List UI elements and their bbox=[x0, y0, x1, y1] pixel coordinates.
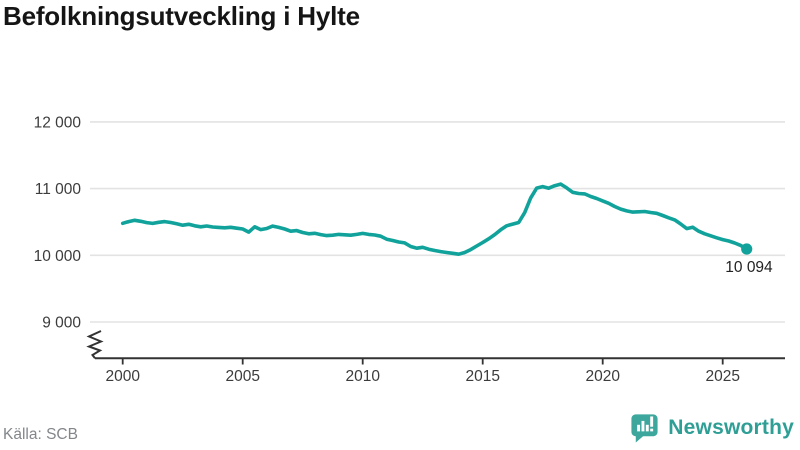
y-tick-label: 11 000 bbox=[35, 181, 82, 198]
x-tick-label: 2000 bbox=[105, 368, 140, 385]
chart-line bbox=[120, 182, 749, 256]
axis-break-icon bbox=[86, 330, 104, 359]
newsworthy-wordmark: Newsworthy bbox=[668, 415, 794, 439]
newsworthy-logo: Newsworthy bbox=[629, 412, 794, 443]
speech-bubble-shape bbox=[631, 414, 658, 443]
end-point-dot bbox=[741, 243, 753, 255]
x-tick-label: 2005 bbox=[225, 368, 259, 385]
end-point-label: 10 094 bbox=[725, 259, 773, 276]
x-tick-label: 2010 bbox=[345, 368, 380, 385]
y-tick-label: 9 000 bbox=[42, 315, 81, 332]
x-tick-label: 2020 bbox=[585, 368, 620, 385]
x-tick-label: 2025 bbox=[705, 368, 739, 385]
chart-svg: 12 000 11 000 10 000 9 000 2000 2005 2010 2015 2… bbox=[34, 114, 785, 385]
y-tick-label: 12 000 bbox=[34, 114, 82, 131]
newsworthy-bubble-chart-icon bbox=[629, 412, 660, 443]
x-tick-label: 2015 bbox=[465, 368, 499, 385]
page-title: Befolkningsutveckling i Hylte bbox=[3, 1, 360, 31]
source-note: Källa: SCB bbox=[3, 426, 78, 443]
y-tick-label: 10 000 bbox=[34, 248, 82, 265]
